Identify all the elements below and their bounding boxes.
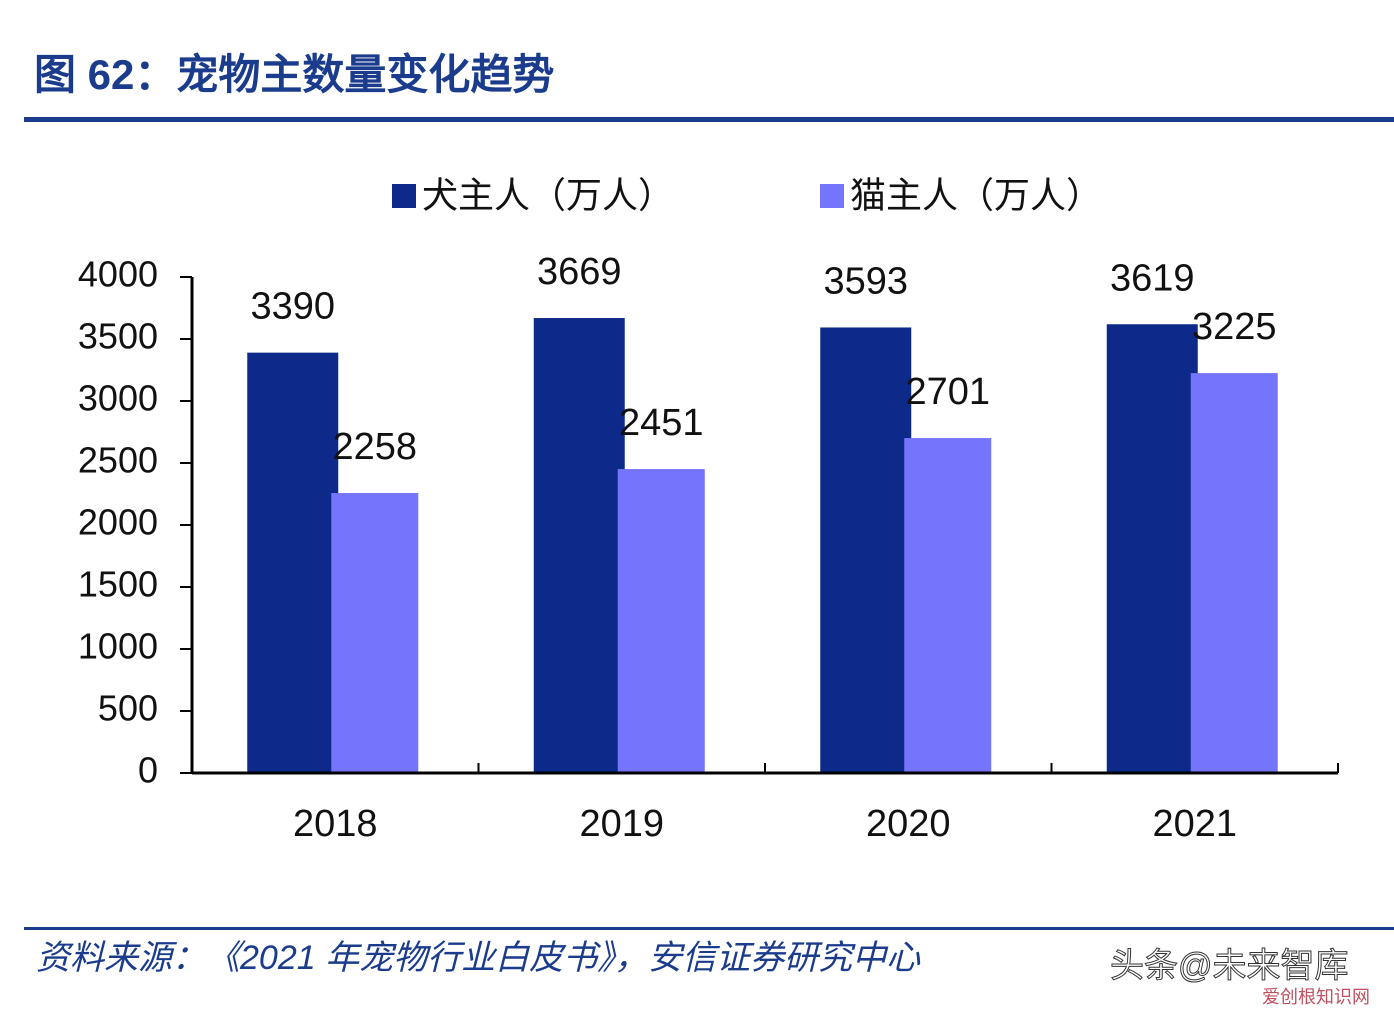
bar	[533, 318, 625, 773]
x-tick-label: 2019	[579, 803, 664, 845]
data-label: 3390	[250, 286, 335, 328]
y-tick-label: 3500	[78, 316, 158, 357]
bar	[617, 469, 705, 773]
data-label: 3619	[1110, 257, 1195, 299]
x-tick-label: 2020	[866, 803, 951, 845]
legend-label: 猫主人（万人）	[850, 175, 1102, 216]
chart-title: 图 62：宠物主数量变化趋势	[34, 51, 554, 98]
data-label: 3669	[537, 251, 622, 293]
y-tick-label: 1500	[78, 564, 158, 605]
data-label: 3225	[1192, 306, 1277, 348]
bar	[820, 327, 912, 773]
data-label: 2451	[619, 402, 704, 444]
watermark-site: 爱创根知识网	[1262, 987, 1370, 1007]
legend-swatch	[392, 184, 416, 208]
y-tick-label: 0	[138, 750, 158, 791]
y-tick-label: 4000	[78, 254, 158, 295]
bar	[331, 493, 419, 773]
bar	[904, 438, 992, 773]
watermark: 头条@未来智库	[1110, 947, 1349, 985]
y-tick-label: 2500	[78, 440, 158, 481]
legend-label: 犬主人（万人）	[422, 175, 674, 216]
data-label: 3593	[823, 260, 908, 302]
data-label: 2701	[905, 371, 990, 413]
bar	[1106, 324, 1198, 773]
bar	[247, 352, 339, 773]
y-tick-label: 1000	[78, 626, 158, 667]
legend-swatch	[820, 184, 844, 208]
y-tick-label: 2000	[78, 502, 158, 543]
footer-rule	[24, 927, 1394, 930]
y-tick-label: 500	[98, 688, 158, 729]
x-tick-label: 2018	[293, 803, 378, 845]
x-tick-label: 2021	[1152, 803, 1237, 845]
data-label: 2258	[332, 426, 417, 468]
bar	[1190, 373, 1278, 773]
source-note: 资料来源：《2021 年宠物行业白皮书》，安信证券研究中心	[36, 939, 921, 977]
title-rule	[24, 117, 1394, 122]
y-tick-label: 3000	[78, 378, 158, 419]
